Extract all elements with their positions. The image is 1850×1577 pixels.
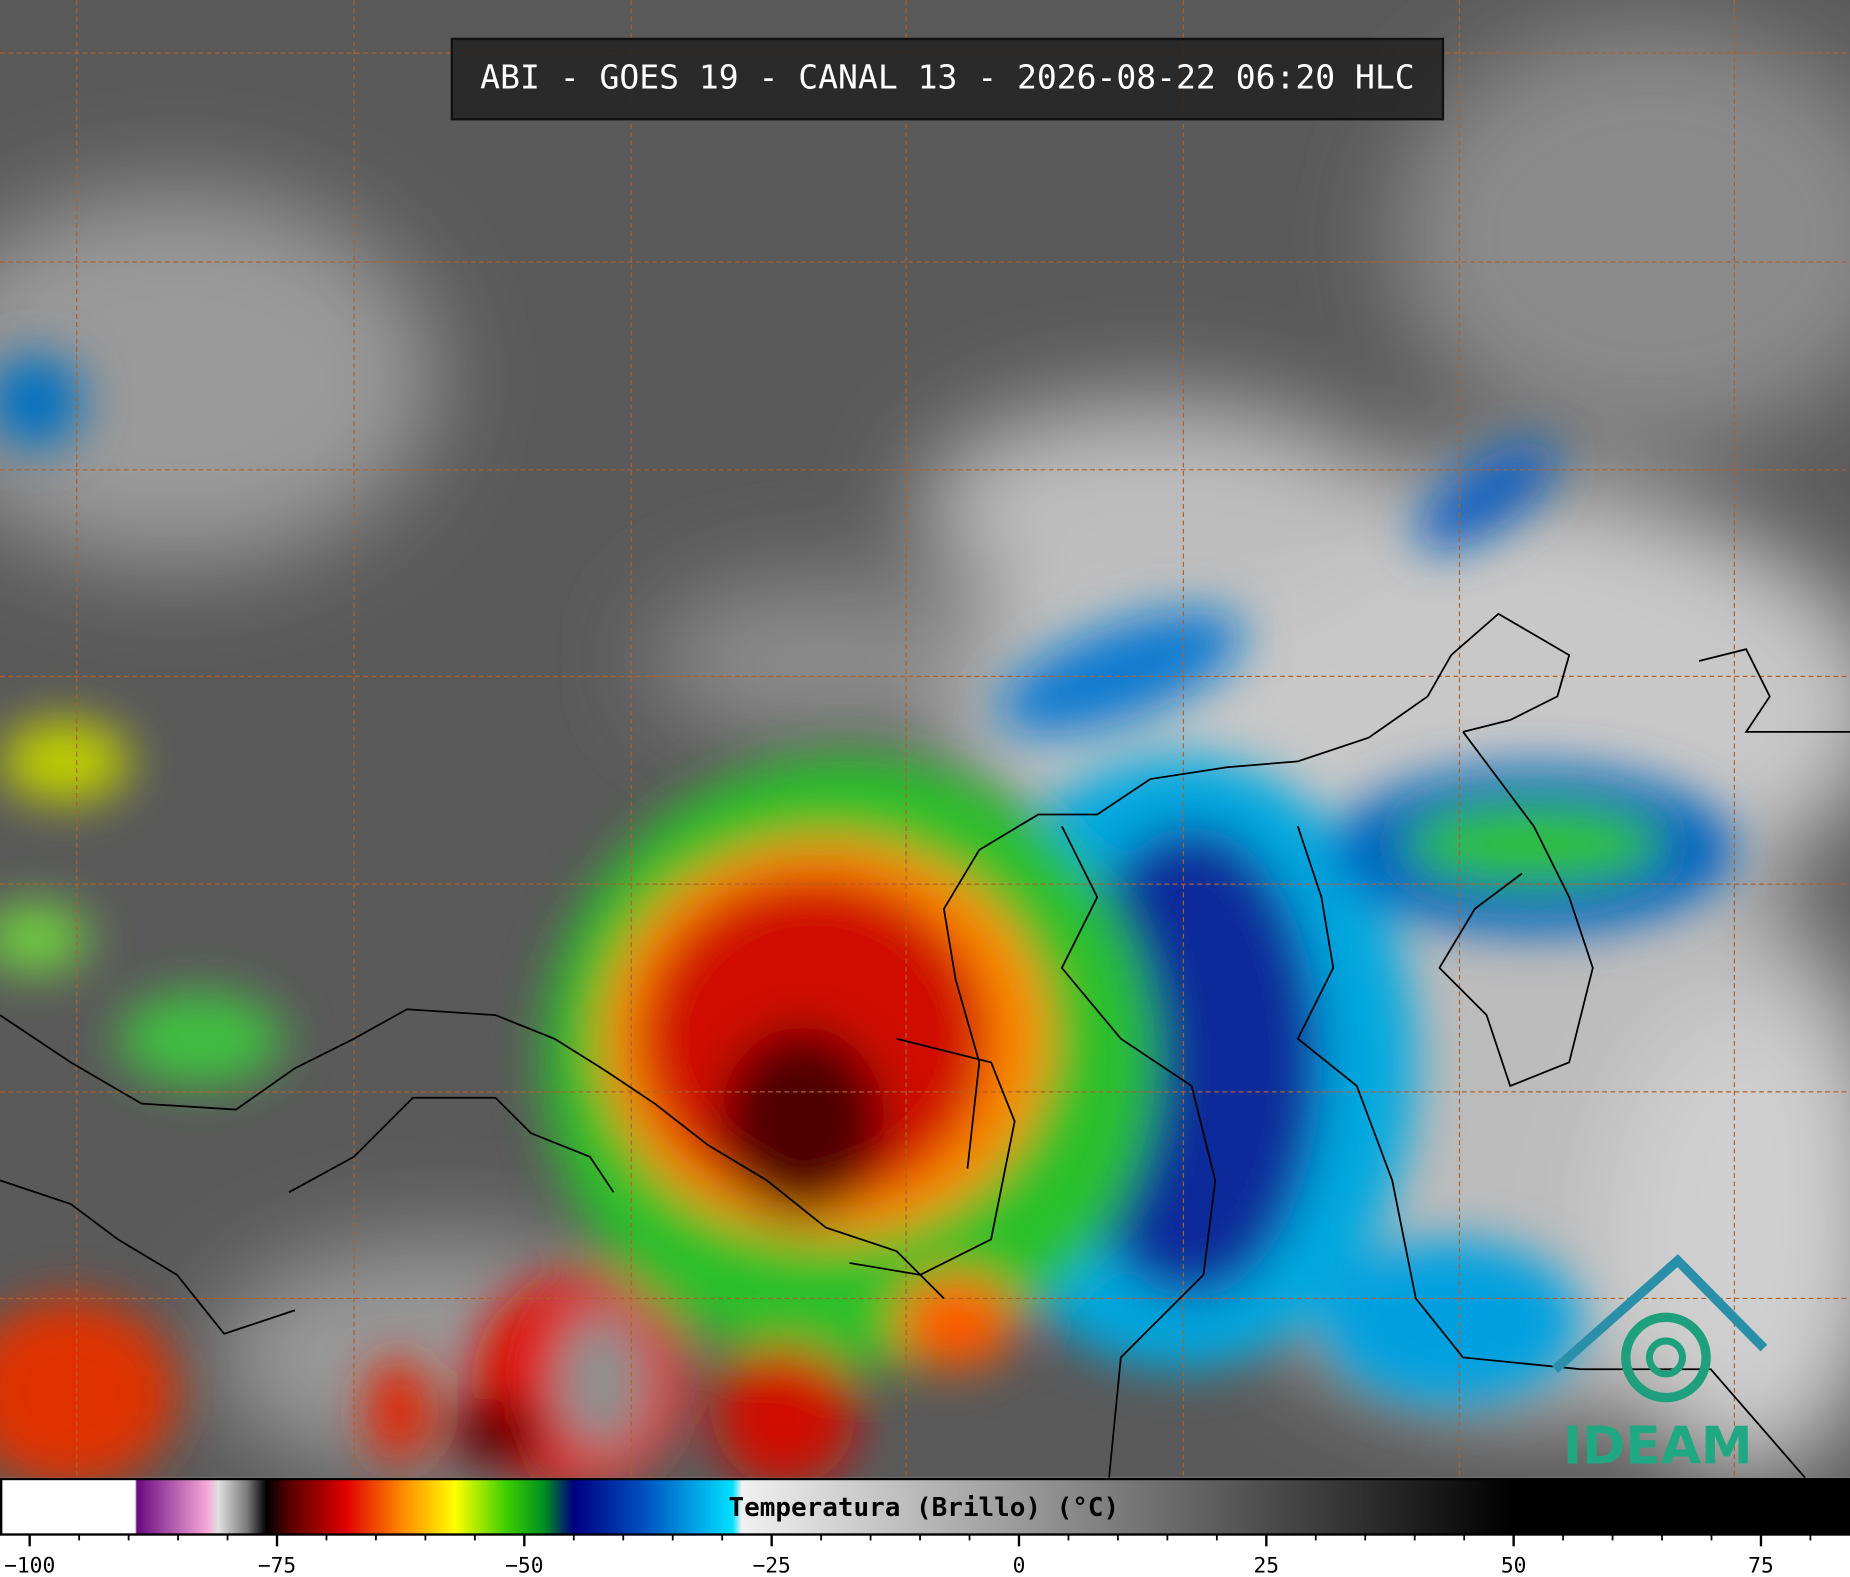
tick-label: −100 <box>4 1553 55 1577</box>
colorbar-label: Temperatura (Brillo) (°C) <box>729 1493 1120 1523</box>
tick-label: 0 <box>1013 1553 1026 1577</box>
coastlines <box>0 612 1850 1478</box>
title-box <box>450 37 1445 121</box>
title: ABI - GOES 19 - CANAL 13 - 2026-08-22 06… <box>480 58 1414 97</box>
tick-label: 75 <box>1748 1553 1774 1577</box>
tick-label: 25 <box>1254 1553 1280 1577</box>
colorbar-ticks: −100 −75 −50 −25 0 25 50 75 <box>4 1534 1812 1577</box>
logo-swirl <box>1621 1312 1711 1403</box>
logo-text: IDEAM <box>1563 1417 1753 1477</box>
logo: IDEAM <box>1551 1254 1768 1477</box>
graticule <box>0 0 1850 1478</box>
colorbar <box>0 1477 1850 1536</box>
tick-label: 50 <box>1501 1553 1527 1577</box>
logo-swirl-inner <box>1645 1337 1687 1378</box>
imagery <box>0 0 1850 1478</box>
logo-roof <box>1551 1254 1768 1373</box>
tick-label: −25 <box>752 1553 790 1577</box>
tick-label: −50 <box>505 1553 543 1577</box>
tick-label: −75 <box>258 1553 296 1577</box>
